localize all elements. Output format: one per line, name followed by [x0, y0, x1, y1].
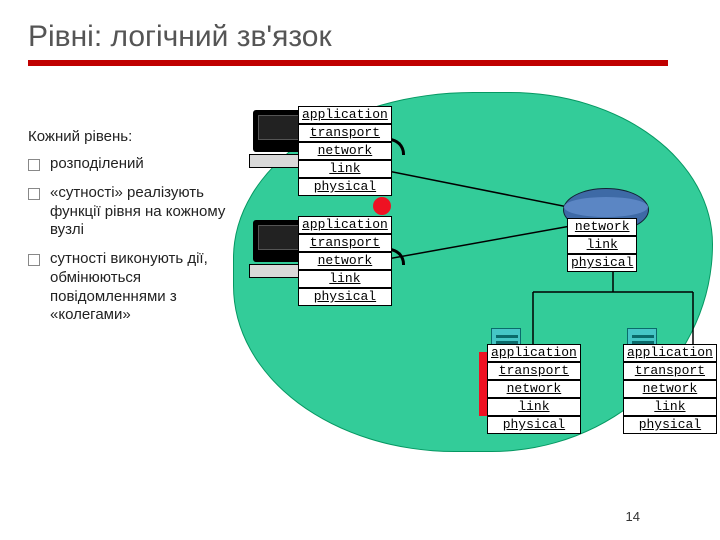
page-number: 14: [626, 509, 640, 524]
layer-link: link: [298, 160, 392, 178]
layer-network: network: [487, 380, 581, 398]
layer-stack-router: network link physical: [567, 218, 637, 272]
layer-application: application: [298, 216, 392, 234]
square-bullet-icon: [28, 188, 40, 200]
list-item-text: розподілений: [50, 155, 144, 174]
square-bullet-icon: [28, 254, 40, 266]
list-item-text: «сутності» реалізують функції рівня на к…: [50, 184, 227, 240]
title-underline: [28, 60, 668, 66]
square-bullet-icon: [28, 159, 40, 171]
layer-transport: transport: [487, 362, 581, 380]
layer-stack-server2: application transport network link physi…: [623, 344, 717, 434]
layer-application: application: [487, 344, 581, 362]
bullet-list: розподілений «сутності» реалізують функц…: [28, 155, 227, 325]
layer-stack-host1: application transport network link physi…: [298, 106, 392, 196]
network-diagram: application transport network link physi…: [233, 92, 693, 512]
slide-title: Рівні: логічний зв'язок: [28, 20, 692, 54]
layer-application: application: [298, 106, 392, 124]
layer-stack-host2: application transport network link physi…: [298, 216, 392, 306]
layer-network: network: [567, 218, 637, 236]
list-item-text: сутності виконують дії, обмінюються пові…: [50, 250, 227, 325]
layer-link: link: [487, 398, 581, 416]
text-column: Кожний рівень: розподілений «сутності» р…: [28, 92, 233, 512]
layer-transport: transport: [298, 234, 392, 252]
layer-transport: transport: [623, 362, 717, 380]
layer-network: network: [298, 252, 392, 270]
layer-physical: physical: [567, 254, 637, 272]
layer-network: network: [623, 380, 717, 398]
layer-link: link: [567, 236, 637, 254]
layer-application: application: [623, 344, 717, 362]
list-item: «сутності» реалізують функції рівня на к…: [28, 184, 227, 240]
layer-stack-server1: application transport network link physi…: [487, 344, 581, 434]
red-dot-icon: [373, 197, 391, 215]
layer-physical: physical: [623, 416, 717, 434]
layer-link: link: [298, 270, 392, 288]
list-item: сутності виконують дії, обмінюються пові…: [28, 250, 227, 325]
layer-transport: transport: [298, 124, 392, 142]
layer-physical: physical: [298, 288, 392, 306]
layer-physical: physical: [298, 178, 392, 196]
layer-physical: physical: [487, 416, 581, 434]
list-item: розподілений: [28, 155, 227, 174]
intro-line: Кожний рівень:: [28, 128, 227, 145]
layer-network: network: [298, 142, 392, 160]
layer-link: link: [623, 398, 717, 416]
